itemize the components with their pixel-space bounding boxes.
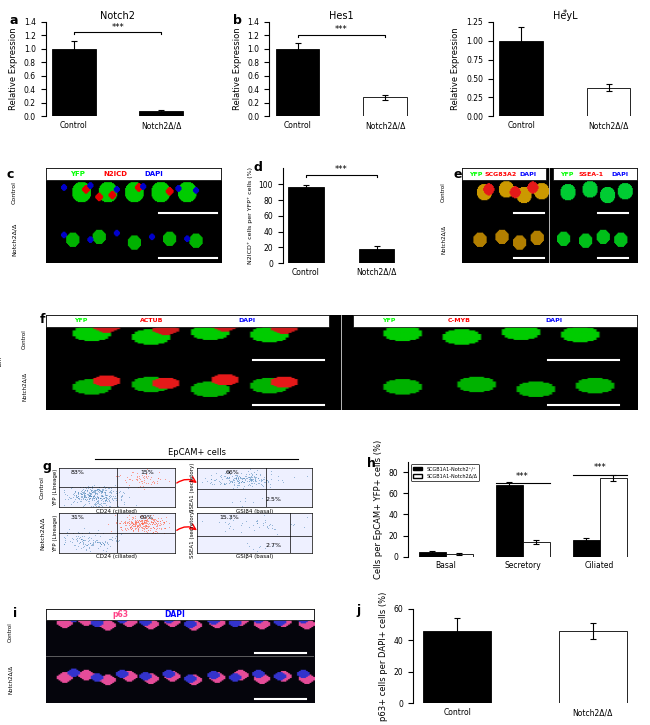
Text: EpCAM+ cells: EpCAM+ cells [168,448,226,457]
Bar [359,249,395,263]
Text: Control: Control [441,182,446,202]
Y-axis label: Relative Expression: Relative Expression [233,28,242,110]
Y-axis label: Relative Expression: Relative Expression [452,28,460,110]
Text: DAPI: DAPI [145,171,163,177]
Text: *: * [563,9,567,18]
Text: Notch2Δ/Δ: Notch2Δ/Δ [22,372,27,401]
Text: j: j [357,604,361,617]
Text: SSEA-1: SSEA-1 [579,172,604,177]
Text: p63: p63 [113,610,129,618]
Text: YFP: YFP [469,172,482,177]
FancyBboxPatch shape [46,315,330,326]
Title: Notch2: Notch2 [100,11,135,21]
Text: DAPI: DAPI [545,318,563,323]
Title: Hes1: Hes1 [329,11,354,21]
Bar [559,631,627,703]
Text: DAPI: DAPI [611,172,628,177]
Text: i: i [13,607,18,620]
Bar [363,97,407,117]
Bar [288,186,324,263]
Text: Notch2Δ/Δ: Notch2Δ/Δ [8,665,13,694]
Text: N2ICD: N2ICD [103,171,127,177]
Text: YFP: YFP [560,172,574,177]
Text: ***: *** [335,25,348,34]
Y-axis label: p63+ cells per DAPI+ cells (%): p63+ cells per DAPI+ cells (%) [379,591,388,721]
Legend: SCGB1A1-Notch2⁺/⁺, SCGB1A1-Notch2Δ/Δ: SCGB1A1-Notch2⁺/⁺, SCGB1A1-Notch2Δ/Δ [411,464,479,481]
Text: b: b [233,14,242,27]
Text: a: a [10,14,18,27]
FancyBboxPatch shape [353,315,637,326]
Bar [587,88,630,117]
Text: Control: Control [12,181,16,204]
Text: Control: Control [22,329,27,349]
Text: e: e [453,168,461,181]
Bar [419,552,445,557]
Bar [600,478,627,557]
Bar [423,631,491,703]
FancyBboxPatch shape [46,608,315,620]
Text: ***: *** [593,463,606,473]
Text: ***: *** [516,472,529,481]
FancyBboxPatch shape [46,168,220,180]
Text: Notch2Δ/Δ: Notch2Δ/Δ [441,225,446,254]
Text: Notch2Δ/Δ: Notch2Δ/Δ [40,516,45,550]
Title: HeyL: HeyL [552,11,577,21]
Text: SCG83A2: SCG83A2 [484,172,517,177]
Bar [499,41,543,117]
Text: g: g [43,460,51,473]
Text: Notch2Δ/Δ: Notch2Δ/Δ [12,223,16,256]
Y-axis label: Relative Expression: Relative Expression [9,28,18,110]
Text: Control: Control [40,476,45,499]
Text: d: d [254,161,263,174]
Text: YFP: YFP [382,318,395,323]
Bar [495,485,523,557]
Bar [140,111,183,117]
FancyBboxPatch shape [462,168,546,180]
Text: C-MYB: C-MYB [448,318,471,323]
Text: Control: Control [8,622,13,642]
Y-axis label: Cells per EpCAM+ YFP+ cells (%): Cells per EpCAM+ YFP+ cells (%) [374,439,383,579]
Bar [573,539,600,557]
Text: DAPI: DAPI [520,172,537,177]
Bar [276,49,319,117]
Bar [523,542,549,557]
Text: c: c [7,168,14,181]
Text: ***: *** [111,22,124,32]
Text: h: h [367,457,376,470]
Text: YFP: YFP [70,171,84,177]
Bar [445,555,473,557]
Text: Tam: Tam [0,357,3,368]
Text: DAPI: DAPI [238,318,255,323]
Text: YFP: YFP [74,318,88,323]
Text: ***: *** [335,165,348,175]
FancyBboxPatch shape [553,168,637,180]
Y-axis label: N2ICD⁺ cells per YFP⁺ cells (%): N2ICD⁺ cells per YFP⁺ cells (%) [248,167,253,265]
Text: f: f [40,313,45,326]
Bar [52,49,96,117]
Text: ACTUB: ACTUB [140,318,164,323]
Text: DAPI: DAPI [164,610,185,618]
